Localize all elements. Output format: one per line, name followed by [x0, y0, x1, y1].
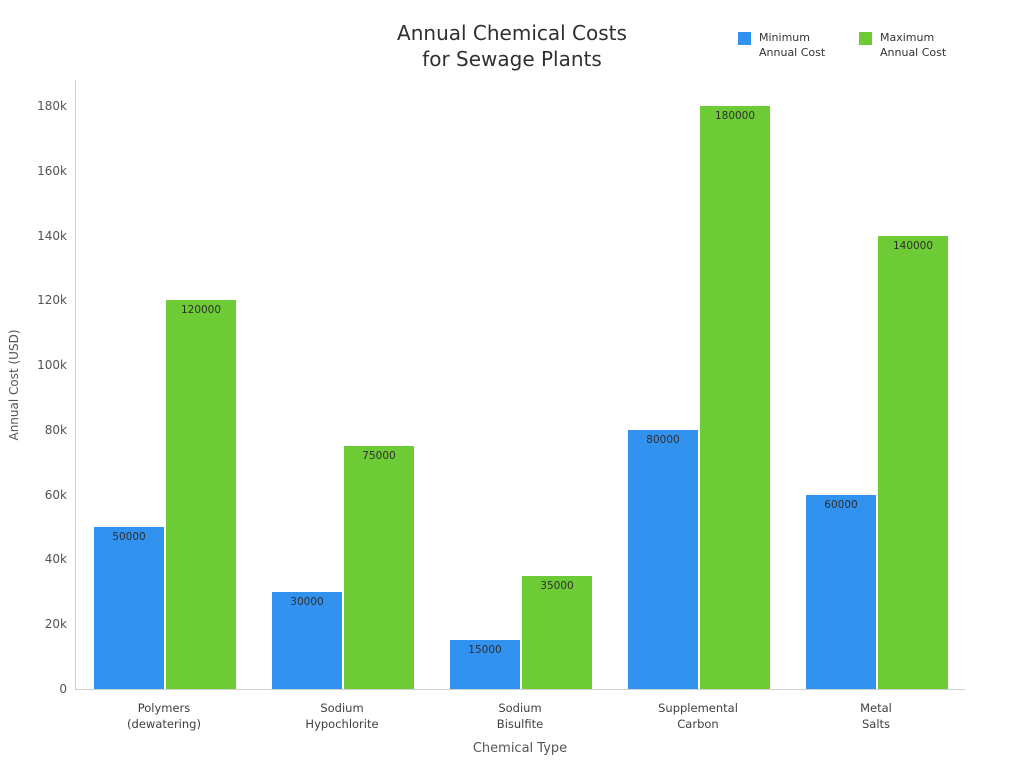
x-axis-title: Chemical Type [472, 741, 568, 756]
bar-maximum-annual-cost: 75000 [344, 446, 414, 689]
bar-minimum-annual-cost: 30000 [272, 591, 342, 689]
y-tick-label: 100k [37, 358, 67, 373]
legend-item-maximum: Maximum Annual Cost [859, 30, 952, 60]
legend-item-minimum: Minimum Annual Cost [738, 30, 831, 60]
bar-value-label: 180000 [714, 110, 756, 122]
y-tick-label: 180k [37, 99, 67, 113]
bar-value-label: 140000 [892, 239, 934, 252]
bar-group: 15000 35000 [432, 80, 610, 689]
x-tick-label: Sodium Hypochlorite [305, 701, 379, 731]
bar-value-label: 35000 [540, 579, 574, 592]
y-tick-label: 80k [44, 422, 67, 437]
y-tick-label: 60k [44, 487, 67, 502]
bar-group: 30000 75000 [254, 80, 432, 689]
bar-value-label: 15000 [468, 644, 502, 657]
legend-swatch-maximum [859, 32, 872, 45]
bar-maximum-annual-cost: 180000 [700, 106, 770, 689]
y-tick-label: 20k [44, 617, 67, 632]
bar-maximum-annual-cost: 35000 [522, 575, 592, 689]
legend: Minimum Annual Cost Maximum Annual Cost [738, 30, 952, 60]
bar-group: 80000 180000 [610, 80, 788, 689]
y-axis-title: Annual Cost (USD) [7, 329, 21, 441]
bar-value-label: 60000 [824, 498, 858, 511]
bar-maximum-annual-cost: 140000 [878, 235, 948, 689]
bar-minimum-annual-cost: 80000 [628, 429, 698, 689]
bar-minimum-annual-cost: 15000 [450, 640, 520, 689]
y-tick-label: 40k [44, 552, 67, 567]
y-tick-label: 120k [37, 293, 67, 308]
x-tick-label: Supplemental Carbon [658, 701, 738, 731]
x-tick-label: Sodium Bisulfite [496, 701, 544, 731]
bar-maximum-annual-cost: 120000 [166, 300, 236, 689]
chart-title: Annual Chemical Costs for Sewage Plants [397, 21, 627, 71]
bar-value-label: 120000 [180, 304, 222, 317]
bar-minimum-annual-cost: 60000 [806, 494, 876, 689]
bar-group: 50000 120000 [76, 80, 254, 689]
x-tick-label: Metal Salts [860, 701, 892, 731]
legend-label-maximum: Maximum Annual Cost [880, 31, 947, 59]
legend-label-minimum: Minimum Annual Cost [759, 31, 826, 59]
bar-value-label: 80000 [646, 433, 680, 446]
bar-value-label: 50000 [112, 531, 146, 544]
bar-value-label: 75000 [362, 450, 396, 463]
x-tick-label: Polymers (dewatering) [127, 701, 201, 731]
bar-value-label: 30000 [290, 595, 324, 608]
bar-group: 60000 140000 [788, 80, 966, 689]
plot-area: 0 20k 40k 60k 80k 100k 120k 140k 160k 180k 50000 12… [37, 80, 966, 696]
legend-swatch-minimum [738, 32, 751, 45]
y-tick-label: 140k [37, 228, 67, 243]
bar-minimum-annual-cost: 50000 [94, 527, 164, 689]
y-tick-label: 0 [59, 682, 67, 696]
y-tick-label: 160k [37, 163, 67, 178]
